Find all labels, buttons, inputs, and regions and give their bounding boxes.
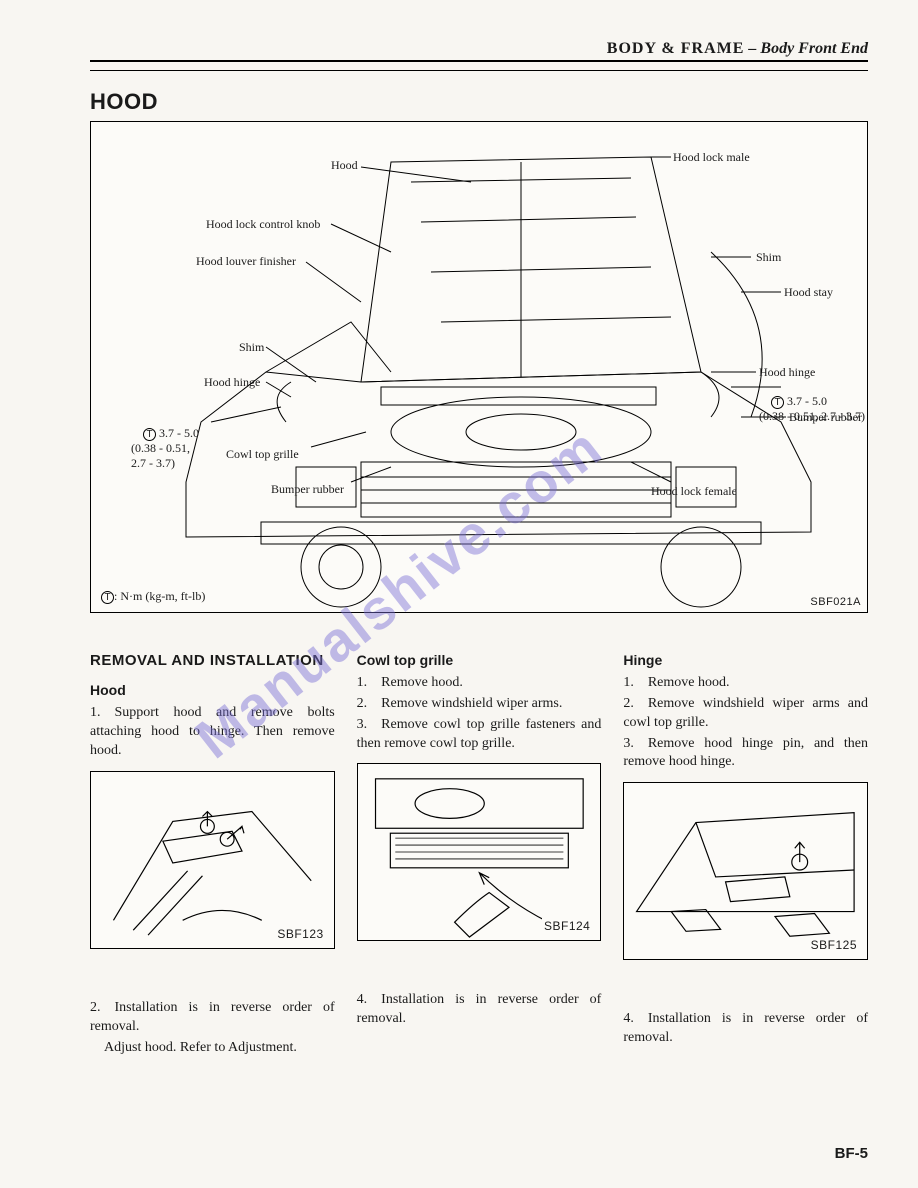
col3-p2: 2. Remove windshield wiper arms and cowl…	[623, 695, 868, 733]
column-3: Hinge 1. Remove hood. 2. Remove windshie…	[623, 651, 868, 1059]
diagram-svg	[91, 122, 865, 613]
torque-key: T: N·m (kg-m, ft-lb)	[101, 589, 205, 604]
column-2: Cowl top grille 1. Remove hood. 2. Remov…	[357, 651, 602, 1059]
main-diagram: Hood Hood lock male Hood lock control kn…	[90, 121, 868, 613]
label-hood-lock-female: Hood lock female	[651, 484, 737, 499]
col3-p3: 3. Remove hood hinge pin, and then remov…	[623, 735, 868, 773]
column-1: REMOVAL AND INSTALLATION Hood 1. Support…	[90, 651, 335, 1059]
label-hood-stay: Hood stay	[784, 285, 833, 300]
label-shim-left: Shim	[239, 340, 264, 355]
figure-sbf123: SBF123	[90, 771, 335, 949]
header-sub: – Body Front End	[748, 40, 868, 57]
col2-heading: Cowl top grille	[357, 651, 602, 670]
col3-p1: 1. Remove hood.	[623, 674, 868, 693]
section-title: HOOD	[90, 89, 868, 115]
figure-sbf124: SBF124	[357, 763, 602, 941]
label-hood-hinge-right: Hood hinge	[759, 365, 815, 380]
label-bumper-rubber-left: Bumper rubber	[271, 482, 344, 497]
page-number: BF-5	[835, 1145, 868, 1162]
torque-right: T 3.7 - 5.0 (0.38 - 0.51, 2.7 - 3.7)	[759, 380, 865, 438]
page-header: BODY & FRAME – Body Front End	[90, 40, 868, 62]
torque-left: T 3.7 - 5.0 (0.38 - 0.51, 2.7 - 3.7)	[131, 412, 199, 485]
label-hood-lock-male: Hood lock male	[673, 150, 750, 165]
fig-code-123: SBF123	[275, 926, 325, 942]
col1-heading: REMOVAL AND INSTALLATION	[90, 651, 335, 671]
label-shim-right: Shim	[756, 250, 781, 265]
main-fig-code: SBF021A	[810, 596, 861, 608]
header-rule	[90, 70, 868, 71]
col1-p2: 2. Installation is in reverse order of r…	[90, 999, 335, 1037]
col2-p4: 4. Installation is in reverse order of r…	[357, 991, 602, 1029]
col2-p3: 3. Remove cowl top grille fasteners and …	[357, 716, 602, 754]
col2-p2: 2. Remove windshield wiper arms.	[357, 695, 602, 714]
figure-sbf125: SBF125	[623, 782, 868, 960]
content-columns: REMOVAL AND INSTALLATION Hood 1. Support…	[90, 651, 868, 1059]
label-hood-lock-control-knob: Hood lock control knob	[206, 217, 320, 232]
col1-p1: 1. Support hood and remove bolts attachi…	[90, 704, 335, 761]
label-hood-louver-finisher: Hood louver finisher	[196, 254, 296, 269]
col2-p1: 1. Remove hood.	[357, 674, 602, 693]
col1-sub: Hood	[90, 681, 335, 700]
col1-p3: Adjust hood. Refer to Adjustment.	[90, 1039, 335, 1058]
fig-code-125: SBF125	[809, 937, 859, 953]
col3-heading: Hinge	[623, 651, 868, 670]
label-hood: Hood	[331, 158, 358, 173]
label-hood-hinge-left: Hood hinge	[204, 375, 260, 390]
label-cowl-top-grille: Cowl top grille	[226, 447, 299, 462]
col3-p4: 4. Installation is in reverse order of r…	[623, 1010, 868, 1048]
fig-code-124: SBF124	[542, 918, 592, 934]
header-main: BODY & FRAME	[607, 40, 745, 57]
